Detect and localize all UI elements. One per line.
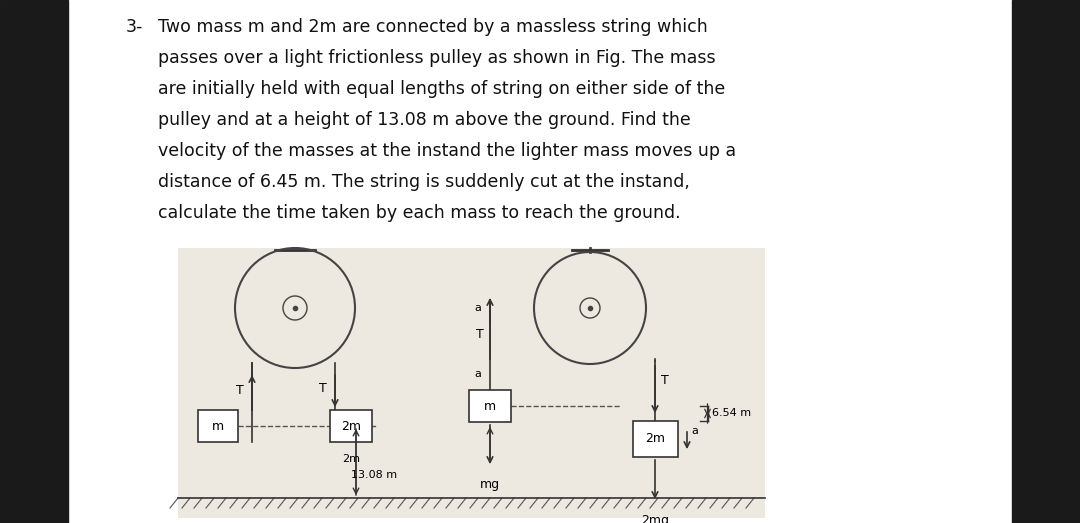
Text: 2m: 2m: [342, 454, 360, 464]
Text: m: m: [212, 419, 224, 433]
Bar: [330, 410, 372, 442]
Text: T: T: [661, 374, 669, 388]
Text: T: T: [319, 381, 327, 394]
Bar: [198, 410, 238, 442]
Text: are initially held with equal lengths of string on either side of the: are initially held with equal lengths of…: [158, 80, 726, 98]
Bar: [1012, 0, 1080, 523]
Text: m: m: [484, 400, 496, 413]
Text: 13.08 m: 13.08 m: [351, 470, 397, 480]
Text: passes over a light frictionless pulley as shown in Fig. The mass: passes over a light frictionless pulley …: [158, 49, 716, 67]
Text: 2m: 2m: [645, 433, 665, 446]
Bar: [0, 0, 68, 523]
Bar: [469, 390, 511, 422]
Text: 3-: 3-: [126, 18, 144, 36]
Text: pulley and at a height of 13.08 m above the ground. Find the: pulley and at a height of 13.08 m above …: [158, 111, 691, 129]
Bar: [633, 421, 677, 457]
Text: a: a: [474, 303, 482, 313]
Text: distance of 6.45 m. The string is suddenly cut at the instand,: distance of 6.45 m. The string is sudden…: [158, 173, 690, 191]
Text: a: a: [691, 426, 699, 436]
Text: mg: mg: [480, 478, 500, 491]
Text: velocity of the masses at the instand the lighter mass moves up a: velocity of the masses at the instand th…: [158, 142, 737, 160]
Text: a: a: [474, 369, 482, 379]
Text: calculate the time taken by each mass to reach the ground.: calculate the time taken by each mass to…: [158, 204, 680, 222]
Text: 2m: 2m: [341, 419, 361, 433]
Text: Two mass m and 2m are connected by a massless string which: Two mass m and 2m are connected by a mas…: [158, 18, 707, 36]
Text: 6.54 m: 6.54 m: [713, 408, 752, 418]
Text: 2mg: 2mg: [642, 514, 669, 523]
Text: T: T: [476, 328, 484, 342]
Text: T: T: [237, 383, 244, 396]
Bar: [178, 248, 765, 518]
